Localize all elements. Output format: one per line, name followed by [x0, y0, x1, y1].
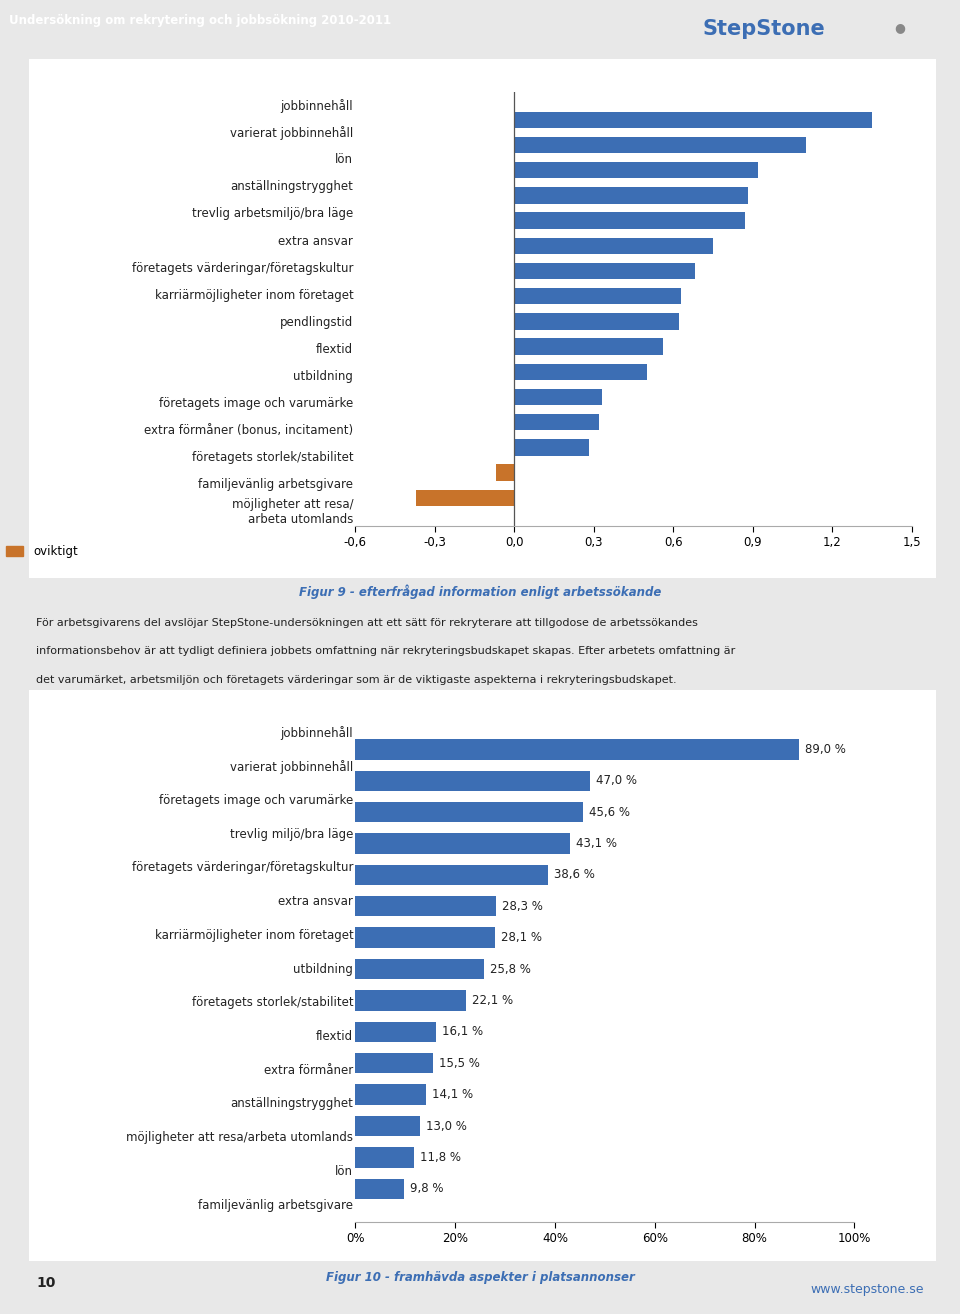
Text: 25,8 %: 25,8 %	[490, 963, 531, 975]
Text: varierat jobbinnehåll: varierat jobbinnehåll	[230, 759, 353, 774]
Text: utbildning: utbildning	[294, 371, 353, 384]
Bar	[515, 238, 713, 254]
Bar	[355, 928, 495, 947]
Bar	[417, 490, 515, 506]
Bar	[515, 389, 602, 405]
Text: 89,0 %: 89,0 %	[805, 742, 847, 756]
Text: möjligheter att resa/arbeta utomlands: möjligheter att resa/arbeta utomlands	[127, 1131, 353, 1144]
Text: 11,8 %: 11,8 %	[420, 1151, 461, 1164]
Bar	[355, 1147, 414, 1168]
Text: 15,5 %: 15,5 %	[439, 1056, 479, 1070]
Text: flextid: flextid	[316, 1030, 353, 1043]
Bar	[515, 313, 679, 330]
Text: StepStone: StepStone	[703, 20, 826, 39]
Bar	[355, 1053, 433, 1074]
Text: företagets värderingar/företagskultur: företagets värderingar/företagskultur	[132, 261, 353, 275]
Bar	[515, 213, 745, 229]
Bar	[515, 414, 599, 430]
Text: det varumärket, arbetsmiljön och företagets värderingar som är de viktigaste asp: det varumärket, arbetsmiljön och företag…	[36, 675, 677, 686]
Text: För arbetsgivarens del avslöjar StepStone-undersökningen att ett sätt för rekryt: För arbetsgivarens del avslöjar StepSton…	[36, 618, 698, 628]
Text: extra förmåner: extra förmåner	[264, 1064, 353, 1076]
Text: anställningstrygghet: anställningstrygghet	[230, 1097, 353, 1110]
Text: jobbinnehåll: jobbinnehåll	[280, 727, 353, 740]
Text: 28,3 %: 28,3 %	[502, 900, 543, 913]
Text: familjevänlig arbetsgivare: familjevänlig arbetsgivare	[199, 478, 353, 491]
Bar	[355, 865, 548, 886]
Bar	[355, 1084, 425, 1105]
Bar	[515, 288, 682, 305]
Bar	[355, 738, 800, 759]
Text: Figur 10 - framhävda aspekter i platsannonser: Figur 10 - framhävda aspekter i platsann…	[325, 1271, 635, 1284]
Bar	[515, 263, 695, 279]
Text: extra ansvar: extra ansvar	[278, 234, 353, 247]
Text: ●: ●	[856, 60, 871, 79]
Bar	[355, 991, 466, 1010]
Bar	[515, 112, 873, 127]
Text: extra ansvar: extra ansvar	[278, 895, 353, 908]
Text: 9,8 %: 9,8 %	[410, 1183, 444, 1196]
Text: pendlingstid: pendlingstid	[280, 315, 353, 328]
Text: 47,0 %: 47,0 %	[596, 774, 636, 787]
Text: Undersökning om rekrytering och jobbsökning 2010-2011: Undersökning om rekrytering och jobbsökn…	[10, 14, 392, 28]
Text: extra förmåner (bonus, incitament): extra förmåner (bonus, incitament)	[144, 424, 353, 438]
Text: 10: 10	[36, 1276, 56, 1290]
Text: 43,1 %: 43,1 %	[576, 837, 617, 850]
Text: företagets image och varumärke: företagets image och varumärke	[159, 794, 353, 807]
Bar	[355, 833, 570, 854]
Text: Figur 9 - efterfrågad information enligt arbetssökande: Figur 9 - efterfrågad information enligt…	[299, 585, 661, 599]
Bar	[515, 364, 647, 380]
Text: 45,6 %: 45,6 %	[588, 805, 630, 819]
Bar	[355, 802, 583, 823]
Legend: viktigt, oviktigt: viktigt, oviktigt	[0, 540, 83, 564]
Bar	[355, 896, 496, 916]
Text: karriärmöjligheter inom företaget: karriärmöjligheter inom företaget	[155, 929, 353, 942]
FancyBboxPatch shape	[20, 54, 945, 583]
Text: 38,6 %: 38,6 %	[554, 869, 595, 882]
Bar	[515, 188, 748, 204]
Text: familjevänlig arbetsgivare: familjevänlig arbetsgivare	[199, 1198, 353, 1212]
Text: företagets image och varumärke: företagets image och varumärke	[159, 397, 353, 410]
Text: ●: ●	[895, 21, 905, 34]
Text: lön: lön	[335, 1166, 353, 1177]
Text: 28,1 %: 28,1 %	[501, 932, 542, 945]
Text: karriärmöjligheter inom företaget: karriärmöjligheter inom företaget	[155, 289, 353, 302]
Bar	[515, 137, 806, 154]
Text: 16,1 %: 16,1 %	[442, 1025, 483, 1038]
Bar	[515, 339, 662, 355]
Bar	[355, 1179, 404, 1198]
Bar	[515, 439, 588, 456]
Text: företagets storlek/stabilitet: företagets storlek/stabilitet	[192, 996, 353, 1009]
Text: jobbinnehåll: jobbinnehåll	[280, 99, 353, 113]
Text: lön: lön	[335, 154, 353, 167]
Text: 14,1 %: 14,1 %	[432, 1088, 472, 1101]
Text: varierat jobbinnehåll: varierat jobbinnehåll	[230, 126, 353, 139]
Text: informationsbehov är att tydligt definiera jobbets omfattning när rekryteringsbu: informationsbehov är att tydligt definie…	[36, 646, 735, 657]
Bar	[355, 959, 484, 979]
Text: trevlig miljö/bra läge: trevlig miljö/bra läge	[229, 828, 353, 841]
Bar	[355, 1116, 420, 1137]
Bar	[515, 162, 758, 179]
Bar	[355, 770, 589, 791]
Text: anställningstrygghet: anställningstrygghet	[230, 180, 353, 193]
Text: utbildning: utbildning	[294, 963, 353, 975]
Text: möjligheter att resa/
arbeta utomlands: möjligheter att resa/ arbeta utomlands	[231, 498, 353, 526]
Text: företagets värderingar/företagskultur: företagets värderingar/företagskultur	[132, 862, 353, 874]
Text: trevlig arbetsmiljö/bra läge: trevlig arbetsmiljö/bra läge	[192, 208, 353, 221]
FancyBboxPatch shape	[20, 685, 945, 1267]
Text: företagets storlek/stabilitet: företagets storlek/stabilitet	[192, 451, 353, 464]
Text: flextid: flextid	[316, 343, 353, 356]
Text: 13,0 %: 13,0 %	[426, 1120, 467, 1133]
Text: 22,1 %: 22,1 %	[471, 993, 513, 1007]
Text: www.stepstone.se: www.stepstone.se	[810, 1282, 924, 1296]
Bar	[495, 464, 515, 481]
Bar	[355, 1022, 436, 1042]
